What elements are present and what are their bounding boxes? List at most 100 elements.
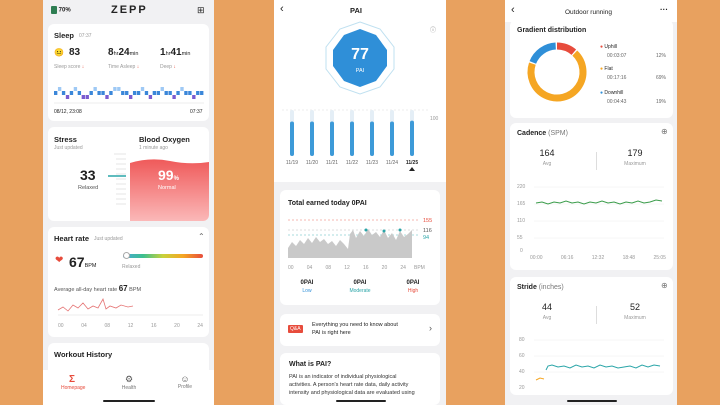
cadence-avg: 164: [539, 148, 555, 158]
nav-homepage[interactable]: Σ Homepage: [61, 374, 86, 391]
gradient-slice: [529, 42, 557, 64]
oxygen-updated: 1 minute ago: [139, 145, 168, 151]
downhill-dot: ●: [600, 90, 604, 96]
zone-high-label: 155: [423, 218, 433, 224]
sleep-stage-segment: [54, 91, 58, 95]
gradient-slice: [556, 42, 577, 55]
sleep-stage-segment: [168, 91, 172, 95]
flat-dot: ●: [600, 66, 604, 72]
sleep-stage-segment: [176, 91, 180, 95]
back-icon[interactable]: ‹: [511, 4, 515, 16]
sleep-stage-segment: [93, 87, 97, 91]
pai-bar-date: 11/25: [406, 160, 418, 166]
stride-max-label: Maximum: [624, 315, 646, 321]
stress-updated: Just updated: [54, 145, 83, 151]
stress-title: Stress: [54, 135, 77, 144]
heart-rate-chart: [57, 297, 203, 316]
profile-icon: ☺: [180, 374, 190, 384]
pai-bar: [310, 121, 314, 156]
cadence-card: Cadence (SPM) ⊕ 164 Avg 179 Maximum 220 …: [510, 123, 673, 270]
sleep-card[interactable]: Sleep 07:37 😐 83 Sleep score ↓ 8hr24min …: [48, 24, 209, 121]
back-icon[interactable]: ‹: [280, 3, 284, 15]
pai-screen: ‹ PAI ⓘ 77 PAI 11/19 11/20 11/21 11/22 11/23…: [274, 0, 446, 405]
heart-rate-title: Heart rate: [54, 234, 90, 243]
today-hr-chart: [288, 219, 418, 258]
sleep-stage-segment: [113, 87, 117, 91]
zone-mid-label: 116: [423, 228, 432, 234]
nav-health[interactable]: ⚙ Health: [118, 374, 140, 391]
selected-day-marker: [409, 167, 415, 171]
sleep-start: 08/12, 23:08: [54, 109, 82, 115]
zepp-home-screen: 70% ZEPP ⊞ Sleep 07:37 😐 83 Sleep score …: [43, 0, 214, 405]
sleep-stage-segment: [184, 91, 188, 95]
zoom-icon[interactable]: ⊕: [661, 281, 668, 290]
more-options-icon[interactable]: ···: [660, 5, 668, 14]
heart-icon: ❤: [55, 255, 64, 266]
qa-text-line1: Everything you need to know about: [312, 322, 398, 328]
sleep-end: 07:37: [190, 109, 203, 115]
health-icon: ⚙: [124, 374, 134, 384]
downhill-time: 00:04:43: [607, 99, 627, 105]
uphill-time: 00:03:07: [607, 53, 627, 59]
sleep-stage-segment: [164, 91, 168, 95]
sleep-stage-segment: [125, 91, 129, 95]
time-asleep-label: Time Asleep ↓: [108, 64, 140, 70]
heart-rate-card[interactable]: Heart rate Just updated ⌃ ❤ 67BPM Relaxe…: [48, 227, 209, 337]
today-pai-card: Total earned today 0PAI 155 116 94 00 04 0…: [280, 190, 440, 305]
pai-bar-date: 11/21: [326, 160, 338, 166]
grid-menu-icon[interactable]: ⊞: [197, 5, 205, 15]
divider: [596, 152, 597, 170]
sleep-stage-segment: [109, 91, 113, 95]
sleep-stage-segment: [77, 91, 82, 95]
zone-low: 0PAI Low: [300, 280, 314, 294]
pai-bar: [330, 121, 334, 156]
cadence-max: 179: [627, 148, 643, 158]
stride-card: Stride (inches) ⊕ 44 Avg 52 Maximum 80 6…: [510, 277, 673, 395]
zoom-icon[interactable]: ⊕: [661, 127, 668, 136]
pai-bar: [410, 120, 414, 156]
pai-badge: [325, 21, 395, 95]
gradient-card: Gradient distribution ● Uphill 00:03:07 …: [510, 20, 673, 118]
sleep-stage-segment: [196, 91, 200, 95]
cadence-y-tick: 220: [517, 184, 526, 190]
sleep-stage-chart: [54, 87, 204, 104]
homepage-icon: Σ: [68, 374, 75, 385]
sleep-score: 83: [69, 47, 81, 58]
deep-sleep-label: Deep ↓: [160, 64, 176, 70]
help-icon[interactable]: ⓘ: [430, 28, 437, 34]
sleep-stage-segment: [160, 87, 164, 91]
bar-max-label: 100: [430, 116, 439, 122]
pai-bar: [350, 121, 354, 156]
stress-oxygen-card[interactable]: Stress Just updated 33 Relaxed Blood Oxy…: [48, 127, 209, 221]
sleep-stage-segment: [105, 95, 109, 99]
pai-bar-date: 11/22: [346, 160, 358, 166]
sleep-stage-segment: [101, 91, 105, 95]
cadence-x-axis: 00:00 06:16 12:32 18:48 25:05: [530, 255, 666, 261]
sleep-stage-segment: [136, 91, 141, 95]
heart-rate-value: 67BPM: [69, 254, 97, 270]
today-pai-title: Total earned today 0PAI: [288, 200, 367, 207]
what-is-pai-card: What is PAI? PAI is an indicator of indi…: [280, 353, 440, 405]
face-icon: 😐: [54, 48, 64, 57]
flat-pct: 69%: [656, 75, 667, 81]
pai-faq-card[interactable]: Q&A Everything you need to know about PA…: [280, 314, 440, 346]
pai-bar-date: 11/23: [366, 160, 378, 166]
sleep-stage-segment: [129, 95, 133, 99]
stride-y-tick: 20: [519, 385, 525, 391]
gradient-slice: [527, 50, 587, 102]
stride-y-tick: 80: [519, 337, 525, 343]
sleep-stage-segment: [121, 91, 125, 95]
sleep-stage-segment: [180, 87, 184, 91]
sleep-stage-segment: [152, 91, 157, 95]
home-indicator: [336, 400, 386, 402]
what-is-pai-line1: PAI is an indicator of individual physio…: [289, 374, 397, 380]
collapse-icon[interactable]: ⌃: [198, 232, 205, 241]
nav-profile[interactable]: ☺ Profile: [174, 374, 196, 390]
pai-bar-chart: 11/19 11/20 11/21 11/22 11/23 11/24 11/25: [282, 109, 430, 171]
heart-state: Relaxed: [122, 264, 141, 270]
downhill-pct: 19%: [656, 99, 667, 105]
cadence-avg-label: Avg: [542, 161, 552, 167]
sleep-stage-segment: [117, 87, 121, 91]
what-is-pai-line3: intensity and physiological data are eva…: [289, 390, 415, 396]
cadence-y-tick: 110: [517, 218, 525, 224]
